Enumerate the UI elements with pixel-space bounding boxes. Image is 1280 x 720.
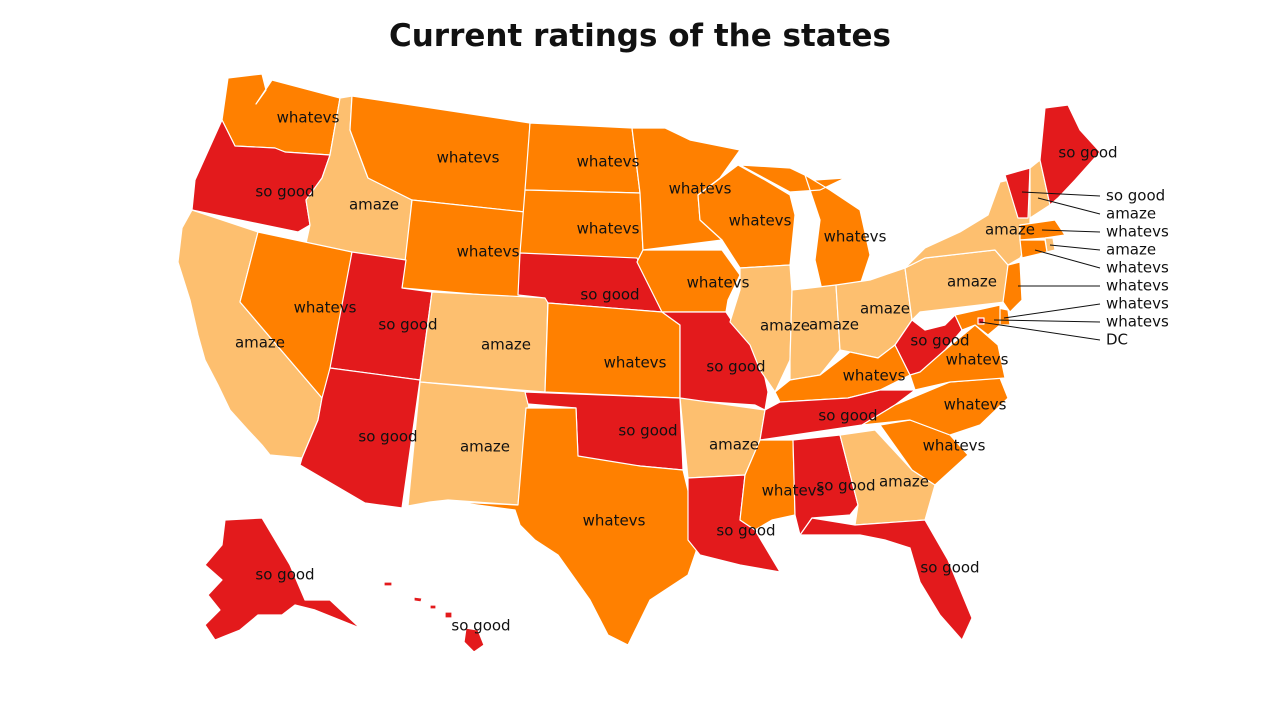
callout-label: whatevs — [1106, 223, 1169, 241]
state-vt[interactable] — [1004, 167, 1031, 219]
state-fl[interactable] — [799, 517, 973, 641]
state-va[interactable] — [909, 324, 1006, 391]
state-label-ak: so good — [255, 566, 314, 584]
state-label-ga: amaze — [879, 473, 929, 491]
state-label-co: amaze — [481, 336, 531, 354]
state-me[interactable] — [1039, 104, 1101, 206]
state-label-tx: whatevs — [583, 512, 646, 530]
state-ia[interactable] — [636, 249, 741, 313]
state-label-ks: whatevs — [604, 354, 667, 372]
callout-leader-line — [1003, 303, 1101, 319]
state-label-la: so good — [716, 522, 775, 540]
state-label-wy: whatevs — [457, 243, 520, 261]
state-label-ca: amaze — [235, 334, 285, 352]
state-hi[interactable] — [383, 581, 485, 653]
state-ct[interactable] — [1019, 239, 1048, 259]
callout-leader-line — [1041, 229, 1101, 233]
state-label-ia: whatevs — [687, 274, 750, 292]
callout-label: whatevs — [1106, 259, 1169, 277]
state-label-nd: whatevs — [577, 153, 640, 171]
state-label-fl: so good — [920, 559, 979, 577]
state-wi[interactable] — [697, 164, 796, 269]
callout-leader-line — [1049, 244, 1101, 251]
callout-label: DC — [1106, 331, 1128, 349]
state-ga[interactable] — [839, 429, 936, 526]
state-label-tn: so good — [818, 407, 877, 425]
state-label-il: amaze — [760, 317, 810, 335]
state-label-mt: whatevs — [437, 149, 500, 167]
state-label-wa: whatevs — [277, 109, 340, 127]
callout-leader-line — [993, 319, 1101, 323]
state-label-me: so good — [1058, 144, 1117, 162]
state-label-al: so good — [816, 477, 875, 495]
state-dc[interactable] — [977, 317, 985, 325]
state-label-id: amaze — [349, 196, 399, 214]
state-label-az: so good — [358, 428, 417, 446]
state-nc[interactable] — [861, 377, 1009, 436]
state-ks[interactable] — [544, 302, 681, 399]
state-label-oh: amaze — [860, 300, 910, 318]
state-ak[interactable] — [204, 517, 361, 641]
state-label-sd: whatevs — [577, 220, 640, 238]
state-label-mn: whatevs — [669, 180, 732, 198]
state-il[interactable] — [729, 264, 793, 393]
callout-leader-line — [1037, 197, 1101, 215]
state-label-mo: so good — [706, 358, 765, 376]
state-label-ms: whatevs — [762, 482, 825, 500]
callout-label: amaze — [1106, 205, 1156, 223]
state-label-ok: so good — [618, 422, 677, 440]
state-label-pa: amaze — [947, 273, 997, 291]
state-label-nv: whatevs — [294, 299, 357, 317]
state-label-ut: so good — [378, 316, 437, 334]
state-label-ny: amaze — [985, 221, 1035, 239]
state-label-ar: amaze — [709, 436, 759, 454]
state-label-nm: amaze — [460, 438, 510, 456]
callout-label: amaze — [1106, 241, 1156, 259]
state-label-ky: whatevs — [843, 367, 906, 385]
state-az[interactable] — [299, 367, 421, 509]
callout-label: whatevs — [1106, 277, 1169, 295]
callout-leader-line — [1034, 249, 1101, 269]
state-label-sc: whatevs — [923, 437, 986, 455]
state-label-wi: whatevs — [729, 212, 792, 230]
state-label-wv: so good — [910, 332, 969, 350]
callout-label: so good — [1106, 187, 1165, 205]
state-nj[interactable] — [1002, 261, 1023, 313]
state-label-in: amaze — [809, 316, 859, 334]
callout-leader-line — [1021, 191, 1101, 197]
callout-label: whatevs — [1106, 313, 1169, 331]
state-label-hi: so good — [451, 617, 510, 635]
state-label-mi: whatevs — [824, 228, 887, 246]
callout-label: whatevs — [1106, 295, 1169, 313]
state-label-ne: so good — [580, 286, 639, 304]
state-tx[interactable] — [454, 407, 701, 646]
state-label-nc: whatevs — [944, 396, 1007, 414]
state-label-or: so good — [255, 183, 314, 201]
map-title: Current ratings of the states — [388, 18, 892, 54]
callout-leader-line — [979, 321, 1101, 341]
state-label-va: whatevs — [946, 351, 1009, 369]
